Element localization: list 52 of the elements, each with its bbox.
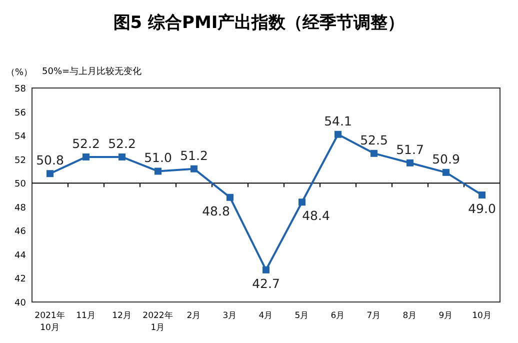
point — [190, 165, 198, 172]
data-label: 51.7 — [396, 142, 424, 157]
y-tick-label: 50 — [14, 180, 26, 190]
y-tick-label: 44 — [14, 250, 26, 261]
point — [46, 170, 54, 178]
data-label: 49.0 — [468, 201, 496, 216]
text: 50%=与上月比较无变化 — [42, 66, 142, 77]
x-tick-label: 7月 — [366, 311, 382, 321]
y-tick-label: 40 — [14, 298, 26, 308]
chart-title: 图5 综合PMI产出指数（经季节调整） — [113, 13, 405, 33]
data-label: 48.4 — [302, 208, 330, 224]
data-label: 52.2 — [72, 136, 100, 151]
y-tick-label: 58 — [14, 84, 26, 94]
data-label: 42.7 — [252, 276, 280, 291]
y-tick-label: 56 — [14, 108, 26, 118]
data-label: 52.5 — [360, 132, 388, 148]
y-tick-label: 48 — [14, 203, 26, 214]
point — [298, 198, 306, 206]
x-tick-label: 10月 — [472, 311, 492, 321]
y-tick-label: 46 — [14, 227, 26, 238]
y-tick-label: 54 — [14, 132, 26, 142]
point — [262, 266, 270, 274]
x-tick-label: 9月 — [438, 311, 454, 321]
y-tick-label: 52 — [14, 156, 26, 166]
point — [442, 168, 450, 176]
x-tick-label: 11月 — [76, 311, 96, 321]
x-tick-label: 12月 — [112, 311, 132, 321]
point — [154, 168, 162, 175]
point — [226, 194, 234, 201]
data-label: 50.8 — [36, 152, 64, 168]
data-label: 51.0 — [144, 150, 172, 166]
point — [478, 192, 486, 198]
x-tick-label: 8月 — [402, 311, 418, 321]
y-tick-label: 42 — [14, 274, 26, 285]
data-label: 48.8 — [202, 203, 230, 218]
x-tick-label: 4月 — [258, 311, 274, 321]
point — [334, 130, 342, 138]
point — [118, 153, 126, 160]
data-label: 51.2 — [180, 148, 208, 163]
x-tick-label: 6月 — [330, 311, 346, 321]
point — [406, 159, 414, 166]
x-tick-label: 2021年 10月 — [34, 310, 66, 333]
data-label: 52.2 — [108, 136, 136, 151]
x-tick-label: 2022年 1月 — [142, 310, 174, 333]
point — [370, 150, 378, 157]
point — [82, 153, 90, 160]
x-tick-label: 5月 — [294, 311, 310, 321]
y-axis-title: （%） — [6, 68, 33, 78]
data-label: 50.9 — [432, 151, 460, 166]
data-label: 54.1 — [324, 113, 352, 128]
x-tick-label: 2月 — [186, 311, 202, 321]
x-tick-label: 3月 — [222, 311, 238, 321]
